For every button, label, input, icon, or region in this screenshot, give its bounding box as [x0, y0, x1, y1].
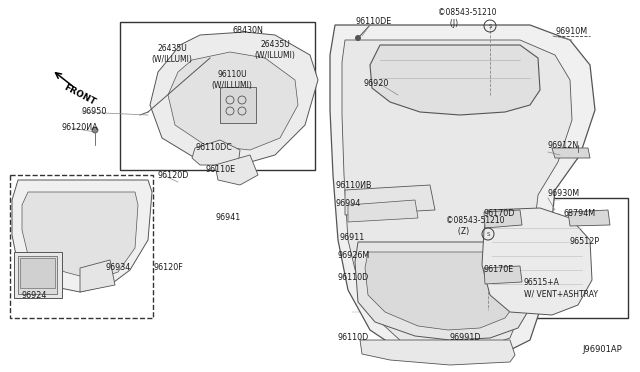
- Text: 96920: 96920: [363, 80, 388, 89]
- Text: 68794M: 68794M: [564, 209, 596, 218]
- Text: 96991D: 96991D: [450, 334, 481, 343]
- Text: 96994: 96994: [335, 199, 360, 208]
- Polygon shape: [12, 180, 152, 292]
- Text: 96170E: 96170E: [484, 266, 515, 275]
- Polygon shape: [348, 200, 418, 222]
- Polygon shape: [22, 192, 138, 280]
- Text: 96110D: 96110D: [337, 334, 368, 343]
- Text: 96170D: 96170D: [484, 209, 515, 218]
- Polygon shape: [370, 45, 540, 115]
- Text: 96911: 96911: [340, 234, 365, 243]
- Polygon shape: [345, 185, 435, 215]
- Text: 96910M: 96910M: [556, 28, 588, 36]
- Bar: [120, 22, 315, 170]
- Polygon shape: [150, 32, 318, 165]
- Text: 96110ИB: 96110ИB: [335, 182, 371, 190]
- Polygon shape: [80, 260, 115, 292]
- Text: 96912N: 96912N: [548, 141, 579, 150]
- Polygon shape: [342, 40, 572, 350]
- Text: 26435U
(W/ILLUMI): 26435U (W/ILLUMI): [152, 44, 193, 64]
- Polygon shape: [20, 258, 55, 288]
- Polygon shape: [168, 52, 298, 150]
- Text: 96926M: 96926M: [337, 251, 369, 260]
- Text: 96950: 96950: [82, 108, 108, 116]
- Text: 96110DC: 96110DC: [196, 144, 233, 153]
- Polygon shape: [18, 256, 57, 294]
- Text: 96930M: 96930M: [548, 189, 580, 199]
- Text: 96934: 96934: [106, 263, 131, 273]
- Polygon shape: [330, 25, 595, 358]
- Text: 96110E: 96110E: [206, 166, 236, 174]
- Text: 96110DE: 96110DE: [356, 17, 392, 26]
- Text: 96120D: 96120D: [158, 171, 189, 180]
- Bar: [478, 198, 628, 318]
- Polygon shape: [552, 148, 590, 158]
- Polygon shape: [360, 340, 515, 365]
- Polygon shape: [484, 210, 522, 228]
- Text: FRONT: FRONT: [63, 83, 97, 107]
- Text: 96110U
(W/ILLUMI): 96110U (W/ILLUMI): [212, 70, 252, 90]
- Text: J96901AP: J96901AP: [582, 345, 622, 354]
- Text: 26435U
(W/ILLUMI): 26435U (W/ILLUMI): [255, 40, 296, 60]
- Text: 96515+A
W/ VENT+ASHTRAY: 96515+A W/ VENT+ASHTRAY: [524, 278, 598, 298]
- Polygon shape: [192, 140, 240, 165]
- Circle shape: [355, 35, 360, 41]
- Polygon shape: [568, 210, 610, 226]
- Text: S: S: [488, 23, 492, 29]
- Text: S: S: [486, 231, 490, 237]
- Polygon shape: [482, 208, 592, 315]
- Polygon shape: [220, 87, 256, 123]
- Polygon shape: [355, 242, 530, 340]
- Polygon shape: [365, 252, 518, 330]
- Text: 96120F: 96120F: [153, 263, 183, 273]
- Bar: [10, 175, 153, 318]
- Text: 68430N: 68430N: [232, 26, 264, 35]
- Text: 96110D: 96110D: [337, 273, 368, 282]
- Text: 96512P: 96512P: [570, 237, 600, 247]
- Text: 96941: 96941: [215, 214, 240, 222]
- Text: 96924: 96924: [22, 292, 47, 301]
- Text: 96120ИA: 96120ИA: [62, 124, 99, 132]
- Polygon shape: [215, 155, 258, 185]
- Text: ©08543-51210
     (Z): ©08543-51210 (Z): [446, 216, 504, 236]
- Polygon shape: [14, 252, 62, 298]
- Polygon shape: [484, 266, 522, 284]
- Text: ©08543-51210
     (J): ©08543-51210 (J): [438, 8, 497, 28]
- Circle shape: [92, 127, 98, 133]
